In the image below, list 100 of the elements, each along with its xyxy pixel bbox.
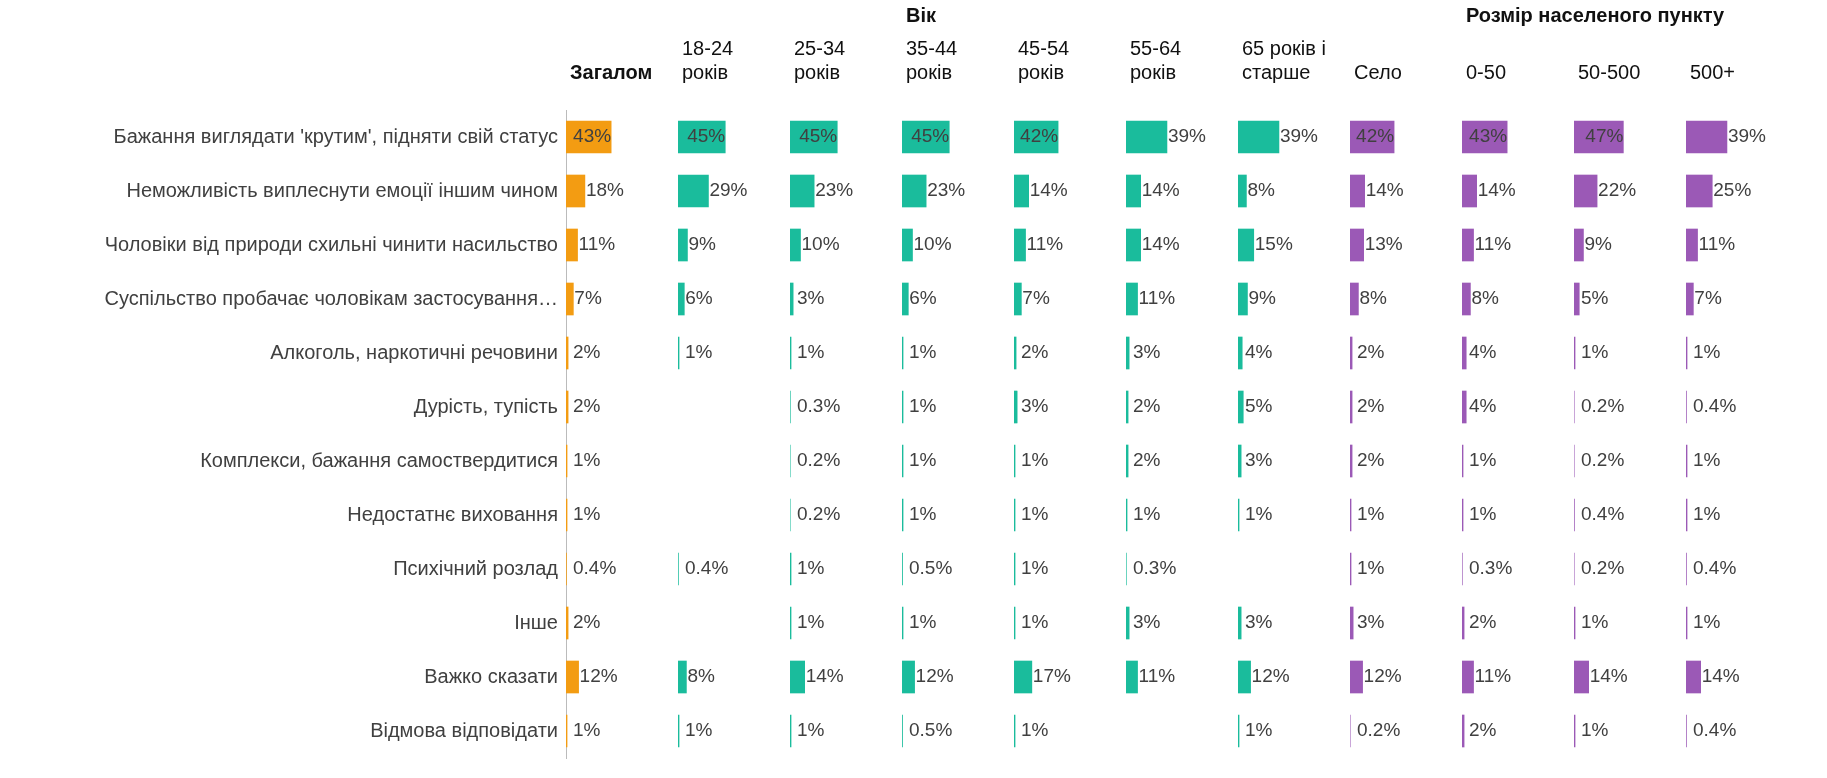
data-label: 1% — [909, 611, 937, 633]
data-label: 1% — [1469, 503, 1497, 525]
bar — [1126, 120, 1168, 154]
bar — [1574, 282, 1580, 316]
data-label: 11% — [1698, 233, 1736, 255]
data-label: 0.3% — [1469, 557, 1513, 579]
bar — [1350, 282, 1359, 316]
data-label: 1% — [1581, 611, 1609, 633]
data-label: 6% — [909, 287, 937, 309]
chart-title: Село — [1354, 60, 1402, 84]
data-label: 1% — [909, 341, 937, 363]
data-label: 12% — [915, 665, 954, 687]
bar — [1574, 228, 1584, 262]
y-tick-label: Бажання виглядати 'крутим', підняти свій статус — [113, 124, 558, 147]
y-tick-label: Дурість, тупість — [413, 394, 558, 417]
data-label: 2% — [1357, 449, 1385, 471]
data-label: 25% — [1713, 179, 1752, 201]
bar — [902, 660, 915, 694]
data-label: 12% — [579, 665, 618, 687]
bar — [1014, 174, 1030, 208]
data-label: 9% — [1584, 233, 1613, 255]
data-label: 11% — [1138, 287, 1176, 309]
data-label: 1% — [1245, 719, 1273, 741]
bar — [1686, 174, 1713, 208]
data-label: 23% — [927, 179, 966, 201]
bar — [902, 228, 913, 262]
data-label: 1% — [1693, 503, 1721, 525]
data-label: 2% — [1469, 719, 1497, 741]
data-label: 0.2% — [1357, 719, 1401, 741]
data-label: 11% — [578, 233, 616, 255]
data-label: 5% — [1581, 287, 1609, 309]
data-label: 8% — [1359, 287, 1387, 309]
bar — [1238, 336, 1243, 370]
y-tick-label: Важко сказати — [424, 664, 558, 687]
data-label: 29% — [709, 179, 748, 201]
data-label: 10% — [913, 233, 952, 255]
bar — [1238, 228, 1255, 262]
data-label: 42% — [1356, 125, 1395, 147]
data-label: 39% — [1279, 125, 1319, 147]
bar — [678, 660, 687, 694]
bar — [566, 228, 578, 262]
bar — [1462, 390, 1467, 424]
data-label: 2% — [1133, 449, 1161, 471]
bar — [1350, 660, 1363, 694]
data-label: 4% — [1245, 341, 1273, 363]
chart-title: 25-34 років — [794, 36, 846, 84]
data-label: 3% — [1357, 611, 1385, 633]
data-label: 14% — [1477, 179, 1516, 201]
bar — [1350, 174, 1366, 208]
data-label: 1% — [1357, 503, 1385, 525]
data-label: 1% — [685, 719, 713, 741]
data-label: 6% — [685, 287, 713, 309]
data-label: 1% — [573, 449, 601, 471]
data-label: 0.2% — [1581, 449, 1625, 471]
data-label: 7% — [1022, 287, 1050, 309]
bar — [1126, 228, 1142, 262]
data-label: 1% — [797, 719, 825, 741]
bar — [1126, 174, 1142, 208]
y-tick-label: Комплекси, бажання самоствердитися — [200, 448, 558, 471]
data-label: 1% — [909, 449, 937, 471]
data-label: 1% — [1021, 449, 1049, 471]
data-label: 2% — [1469, 611, 1497, 633]
y-tick-label: Психічний розлад — [393, 556, 559, 579]
bar — [1686, 282, 1694, 316]
data-label: 4% — [1469, 395, 1497, 417]
data-label: 1% — [797, 611, 825, 633]
data-label: 12% — [1363, 665, 1402, 687]
data-label: 2% — [1357, 395, 1385, 417]
data-label: 11% — [1026, 233, 1064, 255]
bar — [566, 660, 579, 694]
data-label: 1% — [909, 395, 937, 417]
data-label: 14% — [1701, 665, 1740, 687]
bar — [566, 282, 574, 316]
bar — [1014, 282, 1022, 316]
data-label: 10% — [801, 233, 840, 255]
y-tick-label: Алкоголь, наркотичні речовини — [270, 340, 558, 363]
data-label: 1% — [1693, 341, 1721, 363]
bar — [1126, 660, 1138, 694]
data-label: 14% — [1141, 179, 1180, 201]
data-label: 0.4% — [573, 557, 617, 579]
bar — [1462, 174, 1478, 208]
data-label: 1% — [797, 557, 825, 579]
data-label: 43% — [573, 125, 612, 147]
data-label: 1% — [797, 341, 825, 363]
bar — [1462, 228, 1474, 262]
data-label: 1% — [1021, 611, 1049, 633]
data-label: 3% — [1021, 395, 1049, 417]
chart-title: 45-54 років — [1018, 36, 1070, 84]
chart-title: 18-24 років — [682, 36, 734, 84]
bar — [1462, 660, 1474, 694]
bar — [1238, 120, 1280, 154]
bar — [1462, 336, 1467, 370]
data-label: 1% — [1021, 503, 1049, 525]
data-label: 1% — [1021, 557, 1049, 579]
bar — [678, 282, 685, 316]
data-label: 0.2% — [1581, 557, 1625, 579]
data-label: 1% — [1581, 341, 1609, 363]
data-label: 14% — [1141, 233, 1180, 255]
bar — [678, 228, 688, 262]
bar — [1014, 660, 1033, 694]
